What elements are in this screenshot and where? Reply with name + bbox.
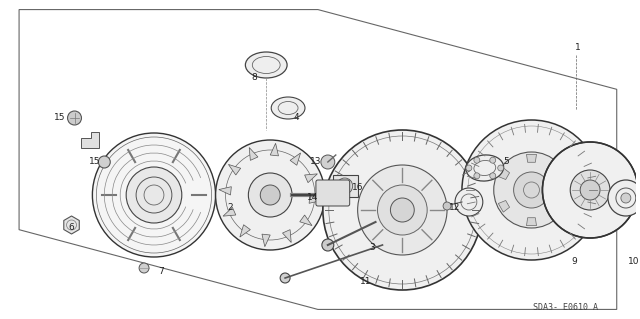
Text: 3: 3: [370, 243, 376, 253]
Text: 2: 2: [228, 204, 234, 212]
Polygon shape: [282, 230, 291, 242]
Circle shape: [462, 120, 601, 260]
Text: 8: 8: [252, 73, 257, 83]
Text: 9: 9: [572, 257, 577, 266]
Text: 1: 1: [575, 43, 581, 53]
Circle shape: [490, 173, 496, 179]
Circle shape: [570, 170, 610, 210]
Text: 6: 6: [68, 224, 74, 233]
Circle shape: [514, 172, 549, 208]
Polygon shape: [333, 175, 358, 197]
Text: 7: 7: [158, 268, 164, 277]
Circle shape: [323, 130, 482, 290]
Ellipse shape: [245, 52, 287, 78]
Polygon shape: [262, 234, 270, 247]
Ellipse shape: [466, 155, 504, 181]
Circle shape: [455, 188, 483, 216]
Polygon shape: [527, 154, 536, 162]
Polygon shape: [81, 132, 99, 148]
Circle shape: [260, 185, 280, 205]
Text: 10: 10: [628, 257, 639, 266]
Text: 15: 15: [54, 114, 65, 122]
Circle shape: [580, 180, 600, 200]
Circle shape: [92, 133, 216, 257]
Circle shape: [216, 140, 325, 250]
Polygon shape: [554, 200, 564, 212]
Circle shape: [608, 180, 640, 216]
Text: 12: 12: [449, 204, 461, 212]
FancyBboxPatch shape: [316, 180, 349, 206]
Circle shape: [126, 167, 182, 223]
Circle shape: [474, 157, 480, 163]
Polygon shape: [305, 174, 317, 183]
Circle shape: [337, 178, 353, 194]
Circle shape: [498, 165, 504, 171]
Circle shape: [443, 202, 451, 210]
Circle shape: [474, 173, 480, 179]
Polygon shape: [270, 143, 278, 156]
Text: 11: 11: [360, 278, 371, 286]
Circle shape: [322, 239, 334, 251]
Polygon shape: [64, 216, 79, 234]
Text: 16: 16: [352, 183, 364, 192]
Circle shape: [358, 165, 447, 255]
Text: SDA3- E0610 A: SDA3- E0610 A: [533, 303, 598, 313]
Polygon shape: [309, 195, 321, 203]
Polygon shape: [223, 207, 236, 216]
Polygon shape: [554, 168, 564, 180]
Polygon shape: [290, 153, 301, 165]
Ellipse shape: [271, 97, 305, 119]
Polygon shape: [249, 147, 258, 160]
Circle shape: [99, 156, 110, 168]
Polygon shape: [499, 168, 509, 180]
Circle shape: [248, 173, 292, 217]
Polygon shape: [527, 218, 536, 226]
Polygon shape: [240, 225, 250, 237]
Circle shape: [139, 263, 149, 273]
Circle shape: [280, 273, 290, 283]
Circle shape: [543, 142, 638, 238]
Circle shape: [321, 155, 335, 169]
Text: 5: 5: [504, 158, 509, 167]
Polygon shape: [219, 187, 231, 195]
Circle shape: [378, 185, 427, 235]
Circle shape: [490, 157, 496, 163]
Circle shape: [466, 165, 472, 171]
Circle shape: [68, 111, 81, 125]
Text: 14: 14: [307, 194, 319, 203]
Text: 15: 15: [88, 158, 100, 167]
Polygon shape: [499, 200, 509, 212]
Circle shape: [621, 193, 631, 203]
Text: 13: 13: [310, 158, 322, 167]
Polygon shape: [300, 215, 312, 226]
Text: 4: 4: [293, 114, 299, 122]
Polygon shape: [228, 164, 241, 175]
Circle shape: [493, 152, 569, 228]
Circle shape: [390, 198, 414, 222]
